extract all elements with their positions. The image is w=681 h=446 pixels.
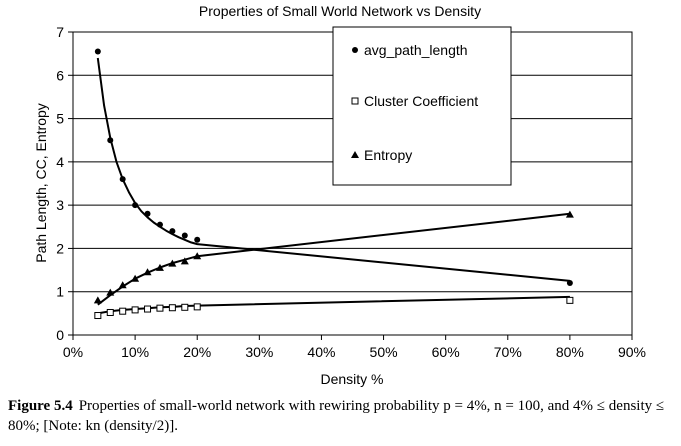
y-tick-label: 1 — [56, 284, 64, 300]
caption-text: Properties of small-world network with r… — [8, 398, 665, 434]
legend-marker — [352, 47, 358, 53]
chart-title: Properties of Small World Network vs Den… — [199, 3, 481, 19]
legend-marker — [351, 151, 359, 158]
data-point-square — [181, 303, 189, 311]
data-point-square — [106, 308, 114, 316]
data-point-triangle — [131, 274, 140, 282]
data-point-triangle — [565, 210, 574, 218]
y-tick-label: 2 — [56, 240, 64, 256]
x-tick-label: 60% — [432, 344, 460, 360]
data-point-square — [119, 307, 127, 315]
data-point-triangle — [93, 296, 102, 304]
data-point-square — [193, 303, 201, 311]
series-triangle — [93, 210, 574, 306]
legend-label: avg_path_length — [364, 42, 468, 58]
data-point-circle — [566, 280, 573, 287]
series-line — [96, 57, 570, 282]
data-point-triangle — [193, 252, 202, 260]
data-point-square — [156, 304, 164, 312]
x-tick-label: 50% — [370, 344, 398, 360]
data-point-circle — [169, 228, 176, 235]
legend-item: avg_path_length — [352, 42, 468, 58]
data-point-triangle — [155, 263, 164, 271]
legend-item: Entropy — [351, 147, 412, 163]
data-point-square — [131, 306, 139, 314]
data-point-triangle — [168, 259, 177, 267]
caption-label: Figure 5.4 — [8, 398, 73, 414]
data-point-circle — [181, 232, 188, 239]
data-point-triangle — [118, 281, 127, 289]
y-tick-label: 0 — [56, 327, 64, 343]
x-tick-label: 90% — [618, 344, 646, 360]
data-point-square — [168, 304, 176, 312]
x-tick-label: 80% — [556, 344, 584, 360]
x-tick-label: 20% — [183, 344, 211, 360]
data-point-circle — [107, 137, 114, 144]
data-point-circle — [94, 48, 101, 55]
legend-item: Cluster Coefficient — [351, 93, 478, 109]
x-tick-label: 0% — [63, 344, 83, 360]
y-tick-label: 6 — [56, 67, 64, 83]
x-axis-label: Density % — [320, 371, 383, 387]
y-tick-label: 7 — [56, 24, 64, 40]
series-layer — [93, 48, 574, 320]
y-axis-label: Path Length, CC, Entropy — [33, 103, 49, 263]
x-tick-label: 10% — [121, 344, 149, 360]
legend-label: Entropy — [364, 147, 412, 163]
figure-caption: Figure 5.4 Properties of small-world netw… — [8, 396, 676, 436]
x-tick-label: 40% — [307, 344, 335, 360]
data-point-square — [144, 305, 152, 313]
chart: Properties of Small World Network vs Den… — [33, 3, 646, 387]
series-line — [97, 295, 570, 315]
legend-marker — [351, 97, 359, 105]
data-point-circle — [119, 176, 126, 183]
data-point-triangle — [143, 268, 152, 276]
legend-label: Cluster Coefficient — [364, 93, 478, 109]
data-point-square — [94, 312, 102, 320]
x-tick-label: 30% — [245, 344, 273, 360]
y-tick-label: 5 — [56, 111, 64, 127]
data-point-square — [566, 296, 574, 304]
data-point-circle — [132, 202, 139, 209]
legend-box — [332, 26, 512, 186]
data-point-triangle — [180, 257, 189, 265]
data-point-circle — [156, 221, 163, 228]
series-circle — [94, 48, 573, 287]
series-line — [97, 212, 571, 306]
series-square — [94, 295, 574, 320]
y-tick-label: 4 — [56, 154, 64, 170]
x-tick-label: 70% — [494, 344, 522, 360]
data-point-circle — [194, 236, 201, 243]
y-tick-label: 3 — [56, 197, 64, 213]
data-point-triangle — [106, 288, 115, 296]
legend: avg_path_length Cluster Coefficient Entrop… — [332, 26, 512, 186]
data-point-circle — [144, 210, 151, 217]
